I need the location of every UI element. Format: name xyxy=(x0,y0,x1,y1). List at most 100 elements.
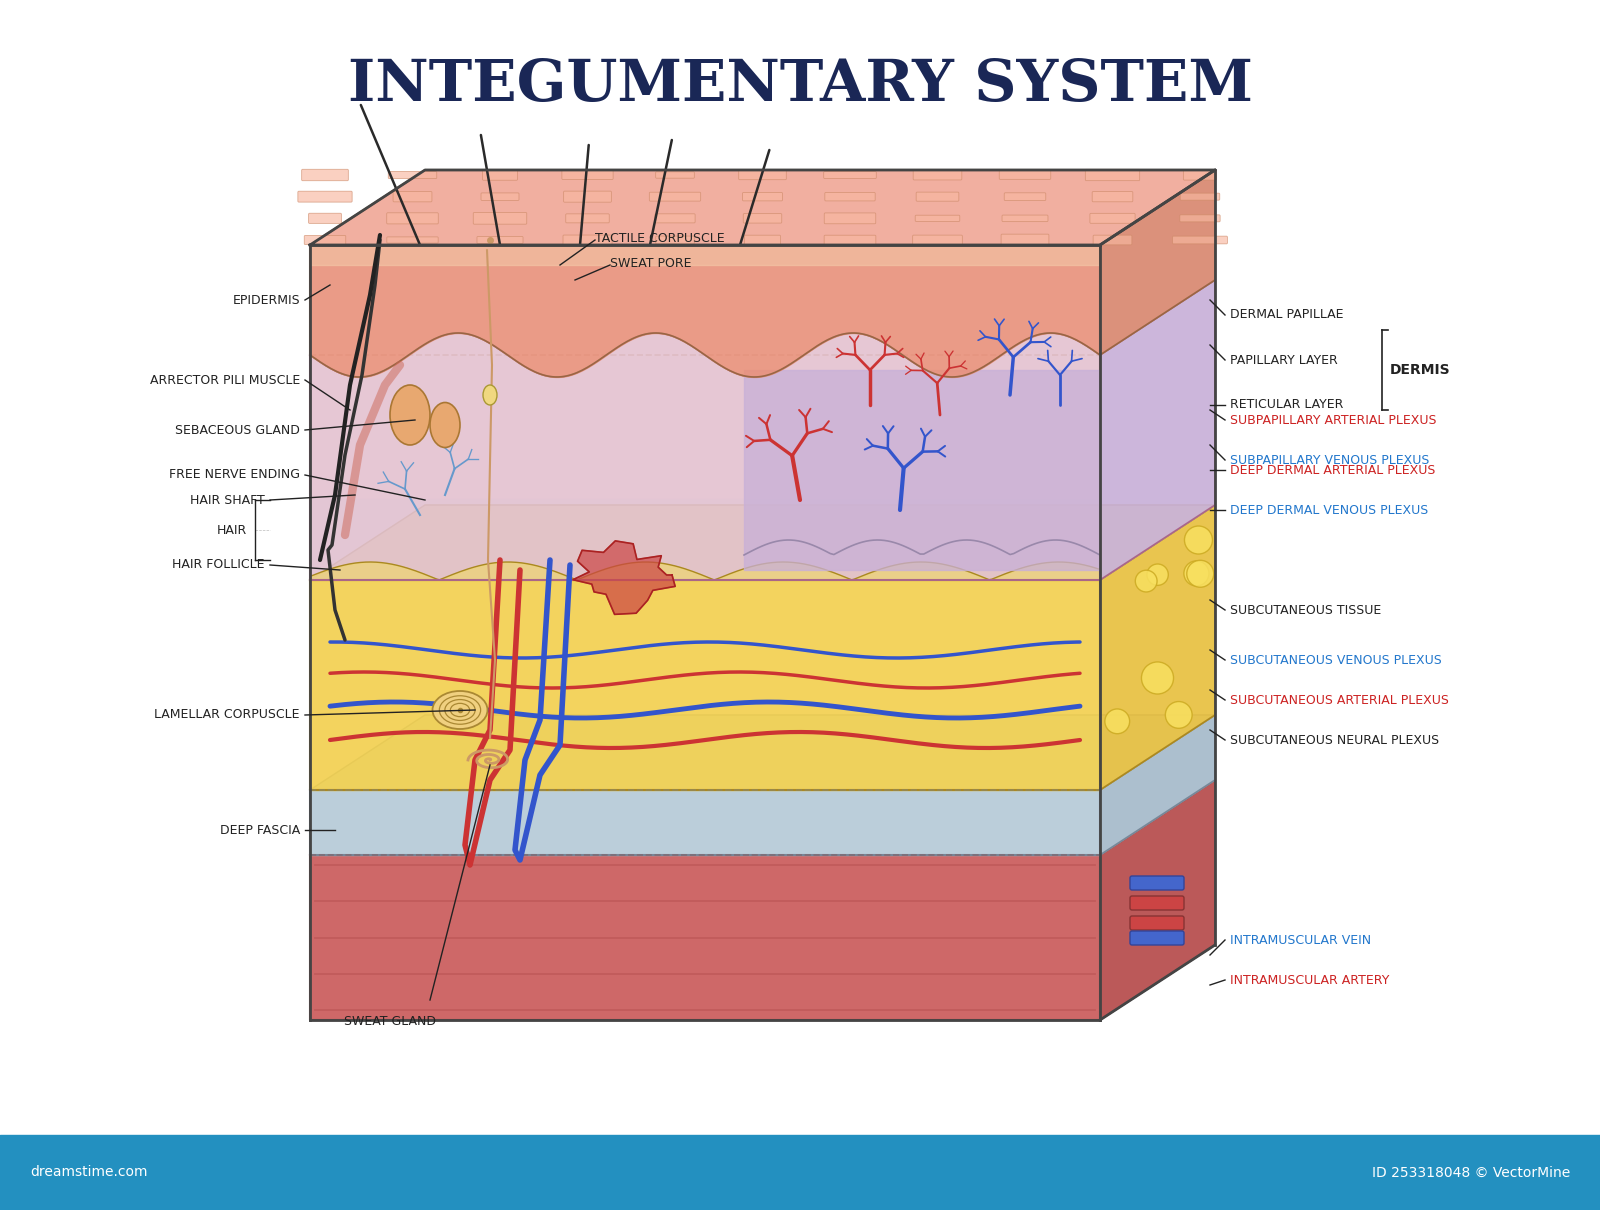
FancyBboxPatch shape xyxy=(1130,930,1184,945)
Polygon shape xyxy=(310,169,1214,244)
Text: SUBPAPILLARY VENOUS PLEXUS: SUBPAPILLARY VENOUS PLEXUS xyxy=(1230,454,1429,467)
Ellipse shape xyxy=(483,385,498,405)
Text: INTEGUMENTARY SYSTEM: INTEGUMENTARY SYSTEM xyxy=(347,57,1253,113)
Polygon shape xyxy=(310,505,1214,580)
Circle shape xyxy=(1187,560,1214,587)
Circle shape xyxy=(1141,662,1173,695)
Ellipse shape xyxy=(432,691,488,728)
Polygon shape xyxy=(1101,715,1214,855)
FancyBboxPatch shape xyxy=(1093,235,1131,244)
FancyBboxPatch shape xyxy=(1179,215,1221,221)
FancyBboxPatch shape xyxy=(563,191,611,202)
FancyBboxPatch shape xyxy=(477,236,523,243)
Text: TACTILE CORPUSCLE: TACTILE CORPUSCLE xyxy=(595,232,725,244)
Text: HAIR: HAIR xyxy=(216,524,246,536)
FancyBboxPatch shape xyxy=(742,192,782,201)
FancyBboxPatch shape xyxy=(482,192,518,201)
FancyBboxPatch shape xyxy=(387,213,438,224)
Text: SUBCUTANEOUS NEURAL PLEXUS: SUBCUTANEOUS NEURAL PLEXUS xyxy=(1230,733,1438,747)
Polygon shape xyxy=(310,715,1214,790)
Text: DERMIS: DERMIS xyxy=(1390,363,1451,378)
Text: ARRECTOR PILI MUSCLE: ARRECTOR PILI MUSCLE xyxy=(150,374,301,386)
Text: PAPILLARY LAYER: PAPILLARY LAYER xyxy=(1230,353,1338,367)
Text: DEEP DERMAL VENOUS PLEXUS: DEEP DERMAL VENOUS PLEXUS xyxy=(1230,503,1429,517)
Circle shape xyxy=(1184,526,1213,554)
Polygon shape xyxy=(310,333,1101,580)
Text: HAIR FOLLICLE: HAIR FOLLICLE xyxy=(173,559,266,571)
FancyBboxPatch shape xyxy=(915,215,960,221)
FancyBboxPatch shape xyxy=(387,237,438,243)
FancyBboxPatch shape xyxy=(739,171,786,179)
FancyBboxPatch shape xyxy=(1002,235,1050,246)
Polygon shape xyxy=(573,541,675,615)
Text: EPIDERMIS: EPIDERMIS xyxy=(232,294,301,306)
FancyBboxPatch shape xyxy=(562,171,613,179)
FancyBboxPatch shape xyxy=(394,191,432,202)
Text: RETICULAR LAYER: RETICULAR LAYER xyxy=(1230,398,1344,411)
FancyBboxPatch shape xyxy=(483,169,517,180)
Text: DERMAL PAPILLAE: DERMAL PAPILLAE xyxy=(1230,309,1344,322)
Polygon shape xyxy=(310,580,1101,790)
Text: SUBPAPILLARY ARTERIAL PLEXUS: SUBPAPILLARY ARTERIAL PLEXUS xyxy=(1230,414,1437,426)
FancyBboxPatch shape xyxy=(826,192,875,201)
Text: INTRAMUSCULAR VEIN: INTRAMUSCULAR VEIN xyxy=(1230,933,1371,946)
FancyBboxPatch shape xyxy=(302,169,349,180)
Ellipse shape xyxy=(430,403,461,448)
FancyBboxPatch shape xyxy=(824,172,877,178)
Text: DEEP FASCIA: DEEP FASCIA xyxy=(219,824,301,836)
Text: ID 253318048 © VectorMine: ID 253318048 © VectorMine xyxy=(1371,1165,1570,1180)
FancyBboxPatch shape xyxy=(650,192,701,201)
FancyBboxPatch shape xyxy=(1130,876,1184,891)
FancyBboxPatch shape xyxy=(654,214,694,223)
Text: LAMELLAR CORPUSCLE: LAMELLAR CORPUSCLE xyxy=(155,709,301,721)
Circle shape xyxy=(1147,564,1168,586)
Polygon shape xyxy=(1101,169,1214,355)
Text: SUBCUTANEOUS ARTERIAL PLEXUS: SUBCUTANEOUS ARTERIAL PLEXUS xyxy=(1230,693,1450,707)
Circle shape xyxy=(1106,709,1130,733)
FancyBboxPatch shape xyxy=(1000,171,1051,179)
FancyBboxPatch shape xyxy=(1005,192,1046,201)
FancyBboxPatch shape xyxy=(744,214,782,223)
Text: dreamstime.com: dreamstime.com xyxy=(30,1165,147,1180)
FancyBboxPatch shape xyxy=(824,213,875,224)
Circle shape xyxy=(1165,702,1192,728)
Polygon shape xyxy=(1101,505,1214,790)
FancyBboxPatch shape xyxy=(309,213,341,224)
FancyBboxPatch shape xyxy=(656,172,694,178)
Text: SUBCUTANEOUS TISSUE: SUBCUTANEOUS TISSUE xyxy=(1230,604,1381,617)
FancyBboxPatch shape xyxy=(914,171,962,180)
FancyBboxPatch shape xyxy=(656,236,694,244)
FancyBboxPatch shape xyxy=(1085,169,1139,180)
Polygon shape xyxy=(1101,780,1214,1020)
FancyBboxPatch shape xyxy=(1173,236,1227,244)
Text: SUBCUTANEOUS VENOUS PLEXUS: SUBCUTANEOUS VENOUS PLEXUS xyxy=(1230,653,1442,667)
FancyBboxPatch shape xyxy=(1184,169,1216,180)
Text: DEEP DERMAL ARTERIAL PLEXUS: DEEP DERMAL ARTERIAL PLEXUS xyxy=(1230,463,1435,477)
Polygon shape xyxy=(310,855,1101,1020)
Text: FREE NERVE ENDING: FREE NERVE ENDING xyxy=(170,468,301,482)
Text: SWEAT GLAND: SWEAT GLAND xyxy=(344,1015,435,1028)
Text: SWEAT PORE: SWEAT PORE xyxy=(610,257,691,270)
FancyBboxPatch shape xyxy=(389,172,437,179)
FancyBboxPatch shape xyxy=(1181,194,1219,200)
Text: INTRAMUSCULAR ARTERY: INTRAMUSCULAR ARTERY xyxy=(1230,974,1389,986)
FancyBboxPatch shape xyxy=(1093,191,1133,202)
Polygon shape xyxy=(310,790,1101,855)
FancyBboxPatch shape xyxy=(1090,213,1134,224)
Circle shape xyxy=(1136,570,1157,592)
FancyBboxPatch shape xyxy=(566,214,610,223)
Circle shape xyxy=(1184,561,1210,586)
Text: HAIR SHAFT: HAIR SHAFT xyxy=(190,494,266,507)
FancyBboxPatch shape xyxy=(474,213,526,224)
FancyBboxPatch shape xyxy=(1130,895,1184,910)
FancyBboxPatch shape xyxy=(824,235,875,244)
FancyBboxPatch shape xyxy=(304,236,346,244)
FancyBboxPatch shape xyxy=(1002,215,1048,221)
Text: SEBACEOUS GLAND: SEBACEOUS GLAND xyxy=(174,424,301,437)
FancyBboxPatch shape xyxy=(563,235,611,244)
FancyBboxPatch shape xyxy=(917,192,958,201)
FancyBboxPatch shape xyxy=(744,235,781,244)
Ellipse shape xyxy=(390,385,430,445)
FancyBboxPatch shape xyxy=(1130,916,1184,930)
Polygon shape xyxy=(1101,280,1214,580)
